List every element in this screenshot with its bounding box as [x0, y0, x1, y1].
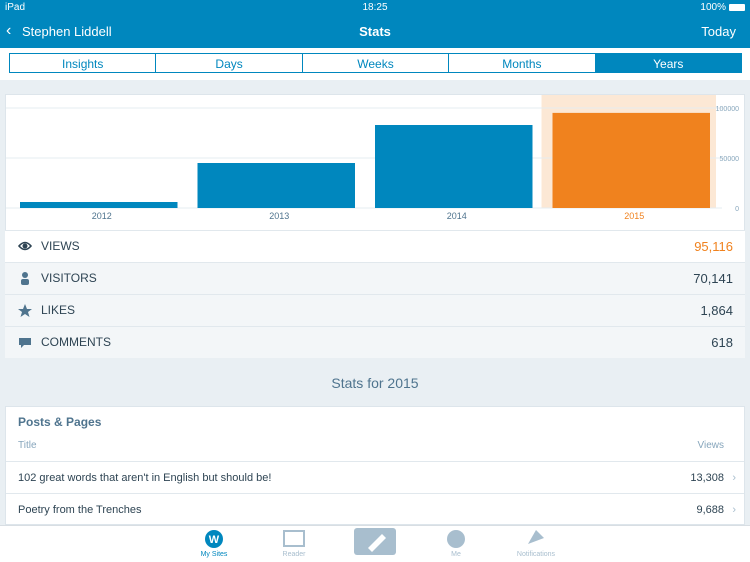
- tab[interactable]: Years: [594, 53, 742, 73]
- stat-icon: [21, 272, 29, 285]
- me-icon: [447, 530, 465, 548]
- today-button[interactable]: Today: [701, 24, 736, 39]
- y-tick-label: 50000: [720, 156, 740, 163]
- bar[interactable]: [552, 112, 711, 208]
- x-tick-label: 2015: [624, 211, 644, 221]
- pencil-icon: [368, 534, 386, 552]
- tab[interactable]: Weeks: [301, 53, 450, 73]
- stat-icon: [18, 304, 32, 317]
- y-tick-label: 0: [735, 206, 739, 213]
- tab-icons: W: [205, 528, 544, 555]
- wordpress-icon: [205, 530, 223, 548]
- stat-icon: [19, 338, 31, 348]
- column-title: Title: [18, 440, 37, 451]
- x-tick-label: 2014: [447, 211, 467, 221]
- stat-label: LIKES: [41, 303, 76, 317]
- stat-row[interactable]: LIKES 1,864: [5, 294, 745, 326]
- stat-value: 1,864: [700, 303, 733, 318]
- tab-label[interactable]: My Sites: [200, 551, 228, 558]
- post-views: 13,308: [690, 472, 724, 484]
- chart: 0 50000 100000 2012 2013 2014 2015: [6, 95, 740, 221]
- wordpress-w: W: [209, 534, 220, 546]
- post-title: 102 great words that aren't in English b…: [18, 472, 272, 484]
- status-bar: iPad 18:25 100%: [0, 0, 750, 15]
- x-tick-label: 2013: [269, 211, 289, 221]
- chevron: ›: [732, 472, 736, 484]
- stat-label: VISITORS: [41, 271, 97, 285]
- stat-value: 618: [711, 335, 733, 350]
- chevron: ›: [732, 504, 736, 516]
- post-views: 9,688: [696, 504, 724, 516]
- stat-value: 70,141: [693, 271, 733, 286]
- y-tick-label: 100000: [716, 106, 739, 113]
- tab[interactable]: Insights: [9, 53, 157, 73]
- tab-label[interactable]: Me: [451, 551, 461, 558]
- section-title: Stats for 2015: [331, 375, 419, 391]
- stat-label: VIEWS: [41, 239, 80, 253]
- nav-title: Stats: [359, 24, 391, 39]
- nav-bar: ‹ Stephen Liddell Stats Today: [0, 15, 750, 48]
- tab-label[interactable]: Reader: [282, 551, 306, 558]
- post-row[interactable]: Poetry from the Trenches 9,688 ›: [6, 493, 744, 526]
- stat-row[interactable]: VISITORS 70,141: [5, 262, 745, 294]
- stat-icon: [17, 241, 33, 251]
- x-tick-label: 2012: [92, 211, 112, 221]
- bar[interactable]: [375, 125, 533, 208]
- post-title: Poetry from the Trenches: [18, 504, 142, 516]
- tab[interactable]: Months: [448, 53, 596, 73]
- stat-row[interactable]: VIEWS 95,116: [5, 230, 745, 262]
- posts-title: Posts & Pages: [18, 415, 102, 429]
- posts-card: Posts & Pages Title Views 102 great word…: [5, 406, 745, 525]
- back-chevron[interactable]: ‹: [6, 22, 12, 39]
- segmented-control: Insights Days Weeks Months Years: [0, 48, 750, 80]
- back-button[interactable]: Stephen Liddell: [22, 24, 112, 39]
- battery: 100%: [700, 2, 726, 13]
- stat-label: COMMENTS: [41, 335, 111, 349]
- bar[interactable]: [197, 163, 356, 208]
- tab[interactable]: Days: [155, 53, 303, 73]
- stat-row[interactable]: COMMENTS 618: [5, 326, 745, 358]
- time: 18:25: [362, 2, 388, 13]
- battery-icon: [729, 4, 745, 11]
- bar[interactable]: [20, 202, 178, 208]
- column-views: Views: [697, 440, 725, 451]
- reader-icon: [283, 530, 305, 547]
- notifications-icon: [528, 530, 544, 544]
- device: iPad: [5, 2, 26, 13]
- tab-bar: W My Sites Reader Me Notifications: [0, 525, 750, 562]
- stat-value: 95,116: [694, 239, 733, 254]
- tab-label[interactable]: Notifications: [516, 551, 556, 558]
- post-row[interactable]: 102 great words that aren't in English b…: [6, 461, 744, 494]
